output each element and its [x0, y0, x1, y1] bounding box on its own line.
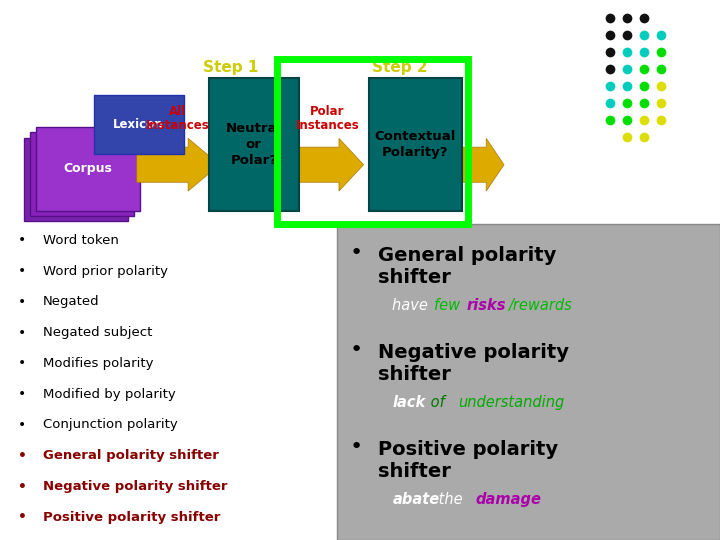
Text: •: • [18, 510, 27, 524]
Text: abate: abate [392, 492, 439, 507]
FancyBboxPatch shape [94, 94, 184, 154]
FancyBboxPatch shape [36, 127, 140, 211]
Text: Positive polarity shifter: Positive polarity shifter [43, 511, 220, 524]
Text: lack: lack [392, 395, 426, 410]
Text: /rewards: /rewards [508, 298, 572, 313]
FancyArrow shape [299, 138, 364, 191]
Text: Word prior polarity: Word prior polarity [43, 265, 168, 278]
Text: Polar
Instances: Polar Instances [296, 105, 359, 132]
Text: General polarity
shifter: General polarity shifter [378, 246, 557, 287]
Text: Neutral
or
Polar?: Neutral or Polar? [226, 122, 282, 167]
Text: All
Instances: All Instances [146, 105, 210, 132]
FancyBboxPatch shape [30, 132, 134, 216]
Text: •: • [18, 480, 27, 494]
Text: Negated: Negated [43, 295, 100, 308]
Text: Lexicon: Lexicon [113, 118, 164, 131]
Text: •: • [18, 449, 27, 463]
Text: •: • [18, 356, 26, 370]
Text: •: • [18, 326, 26, 340]
Text: Modified by polarity: Modified by polarity [43, 388, 176, 401]
Bar [277, 59, 468, 224]
FancyArrow shape [137, 138, 220, 191]
Text: Step 1: Step 1 [203, 60, 258, 75]
Text: the: the [433, 492, 467, 507]
Bar [337, 224, 720, 540]
Text: Modifies polarity: Modifies polarity [43, 357, 153, 370]
Text: •: • [349, 243, 362, 263]
Text: Word token: Word token [43, 234, 119, 247]
Text: Conjunction polarity: Conjunction polarity [43, 418, 178, 431]
Text: •: • [18, 295, 26, 309]
Text: Step 2: Step 2 [372, 60, 428, 75]
FancyBboxPatch shape [24, 138, 128, 221]
FancyBboxPatch shape [369, 78, 462, 211]
Text: risks: risks [467, 298, 506, 313]
Text: Positive polarity
shifter: Positive polarity shifter [378, 440, 558, 481]
Text: understanding: understanding [459, 395, 565, 410]
Text: Negated subject: Negated subject [43, 326, 153, 339]
Text: Negative polarity shifter: Negative polarity shifter [43, 480, 228, 493]
Text: •: • [18, 233, 26, 247]
Text: •: • [349, 437, 362, 457]
FancyArrow shape [457, 138, 504, 191]
Text: Corpus: Corpus [63, 162, 112, 175]
FancyBboxPatch shape [209, 78, 299, 211]
Text: •: • [18, 387, 26, 401]
Text: damage: damage [475, 492, 541, 507]
Text: •: • [18, 418, 26, 432]
Text: •: • [349, 340, 362, 360]
Text: Negative polarity
shifter: Negative polarity shifter [378, 343, 569, 384]
Text: have: have [392, 298, 433, 313]
Text: of: of [426, 395, 449, 410]
Text: •: • [18, 264, 26, 278]
Text: few: few [433, 298, 464, 313]
Text: Contextual
Polarity?: Contextual Polarity? [374, 130, 456, 159]
Text: General polarity shifter: General polarity shifter [43, 449, 219, 462]
